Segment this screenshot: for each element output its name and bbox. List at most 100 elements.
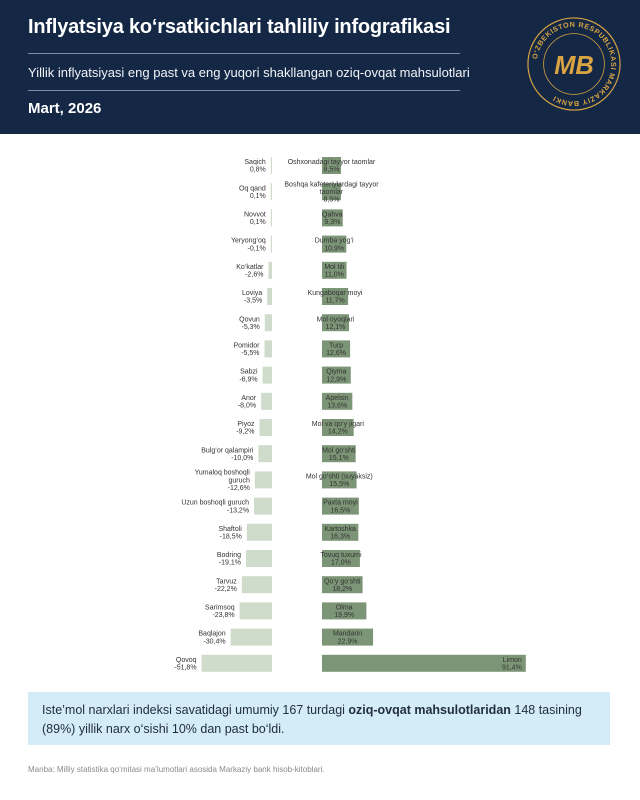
high-bar-label: Limon 91,4% [502, 657, 522, 672]
low-bar-label: Pomidor -5,5% [233, 343, 260, 358]
high-bar [322, 314, 349, 332]
logo-outer-ring [527, 17, 621, 111]
high-bar-group: Mol oyoqlari 12,1% [317, 314, 355, 332]
low-bar [262, 366, 272, 384]
high-bar [322, 235, 347, 253]
high-bar-label: Paxta moyi 16,5% [323, 500, 358, 515]
low-bar-label: Sarimsoq -23,8% [205, 605, 235, 620]
low-bar [239, 602, 272, 620]
high-bar-group: Boshqa kafeteriylardagi tayyor taomlar 8,5… [284, 182, 379, 204]
high-bar-label: Mol tili 11,0% [324, 264, 344, 279]
low-bar-group: Sarimsoq -23,8% [205, 602, 272, 620]
high-bar-label: Mol go‘shti 15,1% [322, 447, 356, 462]
low-bar-label: Shaftoli -18,5% [218, 526, 242, 541]
low-bar-label: Yumaloq boshoqli guruch -12,6% [195, 470, 251, 492]
low-bar-group: Bodring -19,1% [217, 550, 272, 567]
low-bar-group: Oq qand 0,1% [239, 183, 272, 201]
high-bar-group: Qiyma 12,9% [322, 366, 351, 384]
low-bar-group: Anor -8,0% [238, 392, 272, 410]
low-bar-label: Bodring -19,1% [217, 552, 241, 567]
high-bar-label: Dumba yog‘i 10,9% [315, 238, 354, 253]
high-bar-group: Tovuq tuxumi 17,0% [320, 550, 362, 567]
low-bar-group: Saqich 0,8% [244, 157, 272, 174]
high-bar-group: Dumba yog‘i 10,9% [315, 235, 354, 253]
low-bar-label: Loviya -3,5% [242, 290, 262, 305]
summary-text-part2: 148 tasining (89%) yillik narx o‘sishi 1… [42, 703, 582, 736]
low-bar [264, 340, 272, 358]
low-bar-group: Tarvuz -22,2% [215, 576, 272, 594]
high-bar [322, 445, 356, 463]
high-bar-label: Mol va qo‘y jigari 14,2% [312, 421, 365, 436]
logo-inner-ring [543, 33, 605, 95]
subtitle-divider [28, 90, 460, 91]
low-bar [230, 628, 272, 646]
low-bar-label: Anor -8,0% [238, 395, 257, 410]
high-bar-label: Kungaboqar moyi 11,7% [308, 290, 363, 305]
high-bar-label: Mol oyoqlari 12,1% [317, 316, 355, 331]
low-bar-label: Tarvuz -22,2% [215, 578, 238, 593]
source-note: Manba: Milliy statistika qo‘mitasi ma’lu… [28, 765, 325, 774]
low-bar [259, 419, 272, 436]
high-bar-group: Mandarin 22,9% [322, 628, 374, 646]
high-bar [322, 288, 349, 305]
low-inflation-series: Saqich 0,8% Oq qand 0,1% Novvot 0,1% Yeryong‘o… [174, 157, 272, 672]
high-bar-group: Oshxonadagi tayyor taomlar 8,5% [288, 157, 376, 174]
low-bar [254, 497, 272, 515]
low-bar-group: Piyoz -9,2% [236, 419, 272, 436]
page-subtitle: Yillik inflyatsiyasi eng past va eng yuq… [28, 65, 470, 80]
central-bank-logo: O‘ZBEKISTON RESPUBLIKASI MARKAZIY BANKI … [527, 17, 621, 111]
high-bar-label: Turp 12,6% [326, 343, 346, 358]
inflation-bar-chart: Saqich 0,8% Oq qand 0,1% Novvot 0,1% Yeryong‘o… [174, 157, 526, 672]
high-bar [322, 497, 359, 515]
high-bar-label: Boshqa kafeteriylardagi tayyor taomlar 8,5… [284, 182, 379, 204]
low-bar [270, 183, 272, 201]
high-bar [322, 392, 353, 410]
low-bar-label: Oq qand 0,1% [239, 185, 266, 200]
high-bar-label: Mol go‘shti (suyaksiz) 15,5% [306, 474, 373, 489]
high-bar [322, 550, 360, 567]
low-bar [270, 209, 272, 227]
low-bar [261, 392, 272, 410]
high-bar [322, 261, 347, 279]
high-bar-group: Apelsin 13,6% [322, 392, 353, 410]
high-bar-label: Kartoshka 16,3% [324, 526, 356, 541]
summary-text-part1: Iste’mol narxlari indeksi savatidagi umu… [42, 703, 349, 717]
high-bar-group: Mol go‘shti (suyaksiz) 15,5% [306, 471, 373, 489]
high-bar-label: Mandarin 22,9% [333, 631, 362, 646]
low-bar-label: Qovoq -51,8% [174, 657, 196, 672]
low-bar-label: Saqich 0,8% [244, 159, 266, 174]
high-bar-group: Turp 12,6% [322, 340, 351, 358]
high-bar-group: Olma 19,9% [322, 602, 367, 620]
low-bar-group: Yumaloq boshoqli guruch -12,6% [195, 470, 272, 492]
high-bar [322, 628, 374, 646]
low-bar [267, 288, 272, 305]
low-bar-group: Ko‘katlar -2,6% [236, 261, 272, 279]
high-bar-group: Mol va qo‘y jigari 14,2% [312, 419, 365, 436]
high-bar-group: Kartoshka 16,3% [322, 523, 359, 541]
low-bar [270, 157, 272, 174]
low-bar [268, 261, 272, 279]
summary-text-bold: oziq-ovqat mahsulotlaridan [348, 703, 511, 717]
high-bar-group: Qahva 9,3% [322, 209, 343, 227]
low-bar [264, 314, 272, 332]
low-bar-group: Novvot 0,1% [244, 209, 272, 227]
high-bar-group: Qo‘y go‘shti 18,2% [322, 576, 363, 594]
high-bar-label: Qiyma 12,9% [326, 369, 346, 384]
high-bar-label: Qo‘y go‘shti 18,2% [324, 578, 361, 593]
high-bar [322, 366, 351, 384]
low-bar-group: Qovoq -51,8% [174, 654, 272, 672]
low-bar-group: Bulg‘or qalampiri -10,0% [201, 445, 272, 463]
report-date: Mart, 2026 [28, 100, 102, 117]
title-divider [28, 53, 460, 54]
low-bar [258, 445, 272, 463]
page-title: Inflyatsiya ko‘rsatkichlari tahliliy inf… [28, 16, 451, 38]
low-bar [201, 654, 272, 672]
high-inflation-series: Oshxonadagi tayyor taomlar 8,5% Boshqa kaf… [284, 157, 526, 672]
low-bar [246, 550, 272, 567]
low-bar-label: Uzun boshoqli guruch -13,2% [181, 500, 249, 515]
high-bar-label: Olma 19,9% [334, 605, 354, 620]
low-bar-group: Baqlajon -30,4% [198, 628, 272, 646]
high-bar-group: Mol go‘shti 15,1% [322, 445, 356, 463]
high-bar-group: Mol tili 11,0% [322, 261, 347, 279]
high-bar [322, 419, 354, 436]
